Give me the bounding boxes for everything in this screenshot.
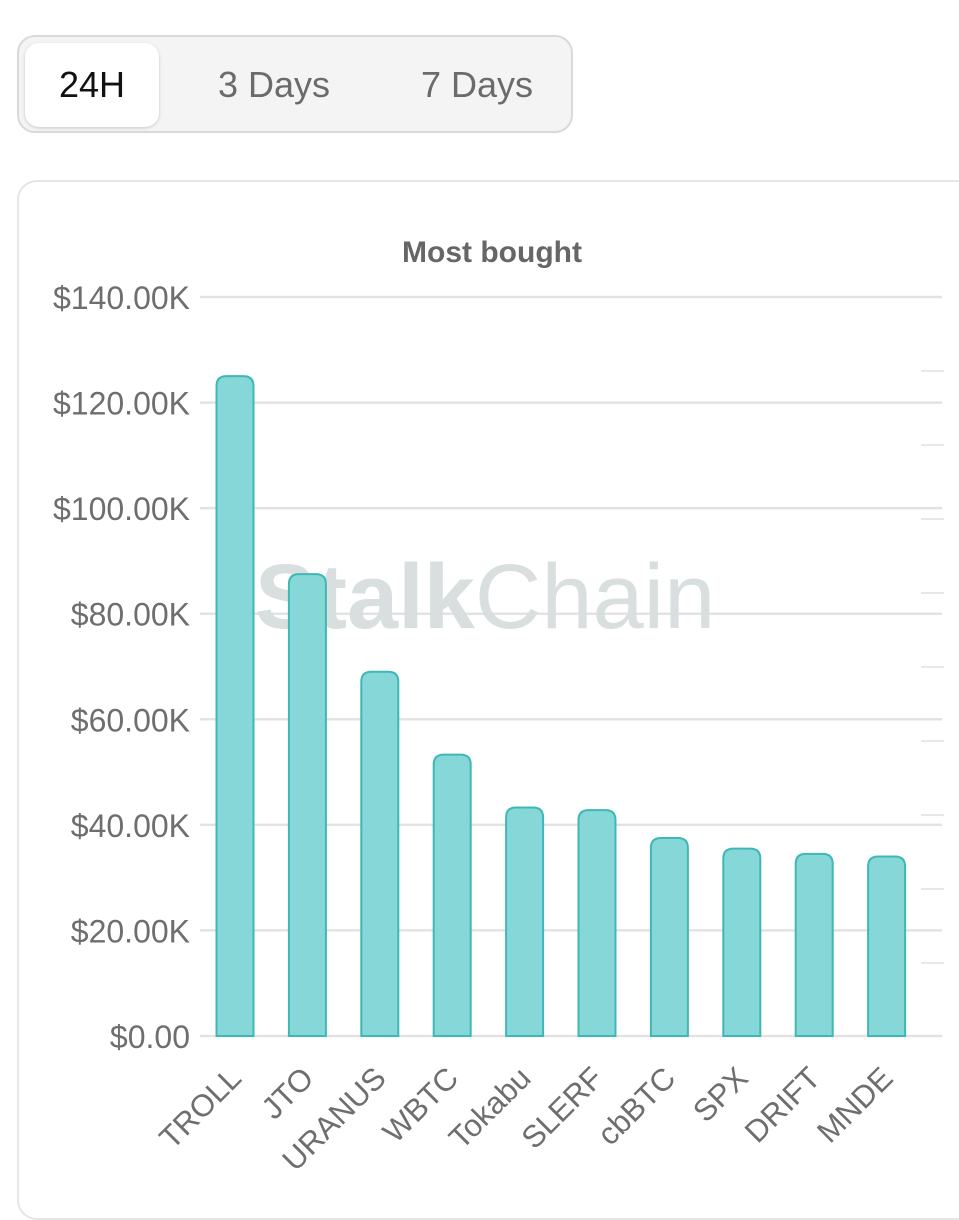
tab-3-days[interactable]: 3 Days [217,64,331,105]
y-tick-label: $0.00 [110,1019,190,1055]
y-tick-label: $40.00K [71,808,190,844]
x-tick-label: MNDE [810,1060,899,1149]
bar [649,837,689,1037]
bar [505,806,545,1037]
bar [577,809,617,1037]
chart-card [17,180,959,1220]
x-tick-label: TROLL [153,1060,248,1155]
y-tick-label: $100.00K [53,491,190,527]
x-tick-label: SLERF [515,1060,610,1155]
x-tick-label: cbBTC [591,1060,683,1152]
time-range-selector: 24H 3 Days 7 Days [17,35,573,133]
y-tick-label: $80.00K [71,597,190,633]
y-tick-label: $60.00K [71,702,190,738]
bar [215,375,255,1037]
y-tick-label: $120.00K [53,386,190,422]
y-tick-label: $140.00K [53,280,190,316]
x-tick-label: JTO [255,1060,321,1126]
x-tick-label: DRIFT [738,1060,827,1149]
tab-7-days[interactable]: 7 Days [420,64,534,105]
tab-24h[interactable]: 24H [25,43,159,127]
y-tick-label: $20.00K [71,913,190,949]
x-tick-label: Tokabu [442,1060,537,1155]
bar [722,847,762,1037]
chart-title: Most bought [402,236,582,269]
bar [867,855,907,1037]
bar [794,852,834,1037]
bar [287,573,327,1037]
bar [432,753,472,1037]
bar [360,670,400,1037]
